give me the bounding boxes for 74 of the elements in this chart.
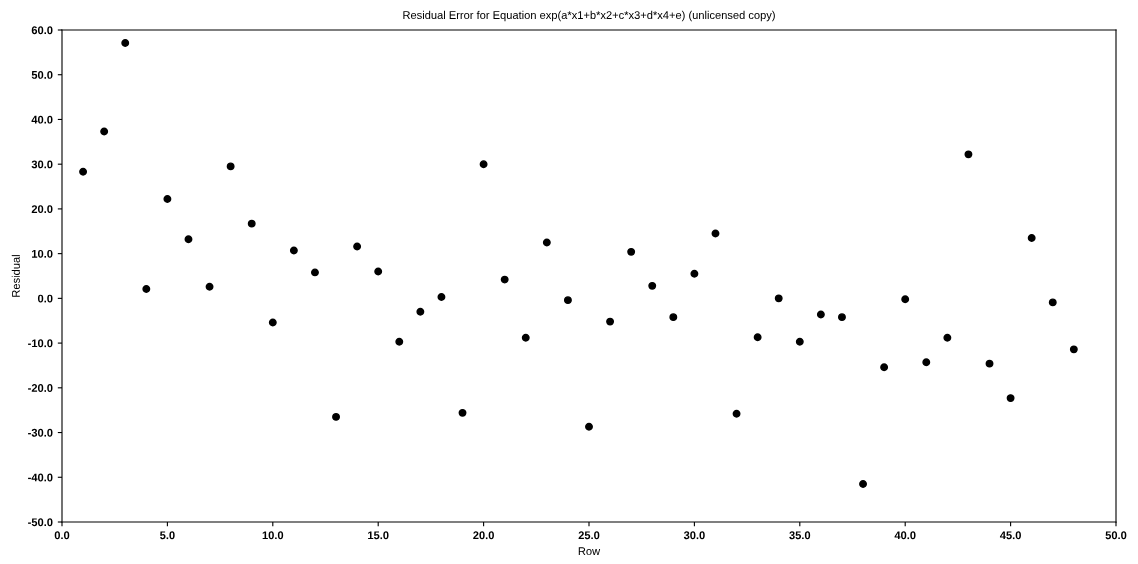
point <box>542 238 551 247</box>
point <box>500 275 509 284</box>
point <box>479 160 488 169</box>
point <box>859 480 867 488</box>
x-tick-label: 30.0 <box>683 531 705 540</box>
y-tick-label: -20.0 <box>28 384 53 392</box>
point <box>648 281 657 290</box>
y-tick-label: 30.0 <box>31 160 53 169</box>
point <box>226 162 235 171</box>
x-tick-label: 35.0 <box>789 531 811 540</box>
point <box>395 337 404 346</box>
point <box>163 195 172 204</box>
y-tick-label: -40.0 <box>28 473 53 482</box>
x-tick-label: 45.0 <box>999 531 1021 540</box>
point <box>669 313 678 322</box>
x-tick-label: 10.0 <box>262 531 284 540</box>
point <box>268 318 277 327</box>
point <box>437 293 446 301</box>
x-tick-label: 50.0 <box>1105 531 1127 540</box>
point <box>795 337 804 346</box>
point <box>184 235 193 244</box>
point <box>563 296 572 305</box>
point <box>690 269 699 278</box>
point <box>142 285 151 293</box>
point <box>332 412 340 421</box>
y-tick-label: -10.0 <box>28 339 53 348</box>
x-axis-title: Row <box>578 547 601 556</box>
y-tick-label: 60.0 <box>31 26 53 35</box>
point <box>838 313 846 322</box>
point <box>943 333 952 342</box>
point <box>1027 234 1036 242</box>
x-tick-label: 40.0 <box>894 531 916 540</box>
point <box>922 358 931 367</box>
y-tick-label: 20.0 <box>31 205 53 214</box>
y-tick-label: 50.0 <box>31 70 53 79</box>
y-tick-label: 10.0 <box>32 249 53 258</box>
point <box>521 333 530 342</box>
point <box>880 363 889 372</box>
point <box>753 333 762 342</box>
chart-title: Residual Error for Equation exp(a*x1+b*x2+c*x3+d*x4+e) (unlicensed copy) <box>403 10 775 22</box>
y-tick-label: -50.0 <box>28 518 53 527</box>
x-tick-label: 5.0 <box>160 531 175 540</box>
point <box>1006 394 1015 403</box>
y-tick-label: 0.0 <box>37 294 53 303</box>
y-tick-label: 40.0 <box>31 115 53 124</box>
y-axis-title: Residual <box>11 255 20 297</box>
point <box>289 246 298 255</box>
point <box>774 294 783 303</box>
point <box>79 167 88 176</box>
point <box>711 229 720 238</box>
point <box>901 295 910 304</box>
point <box>311 268 319 277</box>
point <box>100 127 109 136</box>
point <box>732 409 741 418</box>
x-tick-label: 20.0 <box>473 531 494 540</box>
x-tick-label: 15.0 <box>368 531 389 540</box>
x-tick-label: 25.0 <box>578 531 600 540</box>
point <box>985 359 994 368</box>
y-tick-label: -30.0 <box>28 428 53 437</box>
point <box>627 247 636 256</box>
point <box>964 150 973 159</box>
point <box>353 242 362 251</box>
point <box>416 307 425 316</box>
point <box>1069 345 1078 354</box>
x-tick-label: 0.0 <box>54 531 70 540</box>
point <box>205 282 214 291</box>
point <box>121 39 130 47</box>
point <box>1048 298 1057 307</box>
point <box>606 317 615 326</box>
point <box>374 267 383 276</box>
point <box>585 422 593 431</box>
point <box>458 408 467 417</box>
point <box>816 310 825 319</box>
point <box>247 219 256 228</box>
